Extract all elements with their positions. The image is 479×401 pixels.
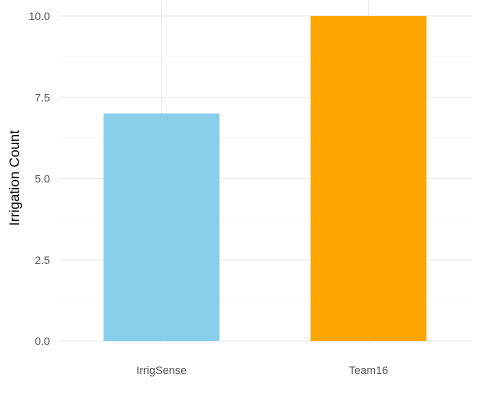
bars (103, 16, 427, 341)
bar-team16 (310, 16, 427, 341)
x-tick-label: IrrigSense (136, 365, 186, 377)
y-tick-label: 5.0 (35, 174, 50, 186)
y-tick-label: 10.0 (29, 11, 50, 23)
y-tick-label: 2.5 (35, 255, 50, 267)
y-tick-label: 0.0 (35, 336, 50, 348)
x-axis-tick-labels: IrrigSense Team16 (136, 365, 388, 377)
y-axis-tick-labels: 0.0 2.5 5.0 7.5 10.0 (29, 11, 50, 348)
y-tick-label: 7.5 (35, 92, 50, 104)
x-tick-label: Team16 (349, 365, 388, 377)
bar-irrigsense (103, 113, 220, 341)
y-axis-title: Irrigation Count (6, 130, 22, 226)
